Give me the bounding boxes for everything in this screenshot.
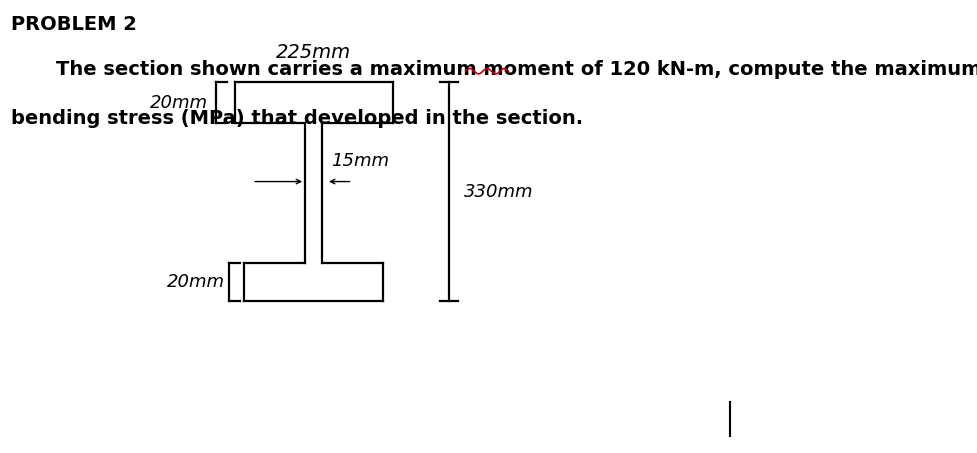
Text: 15mm: 15mm [331, 152, 389, 170]
Text: 20mm: 20mm [150, 94, 208, 112]
Text: 225mm: 225mm [276, 43, 351, 62]
Text: The section shown carries a maximum moment of 120 kN-m, compute the maximum: The section shown carries a maximum mome… [57, 60, 977, 79]
Text: 20mm: 20mm [167, 273, 225, 291]
Text: PROBLEM 2: PROBLEM 2 [11, 15, 137, 34]
Text: 330mm: 330mm [464, 183, 533, 201]
Text: bending stress (MPa) that developed in the section.: bending stress (MPa) that developed in t… [11, 110, 582, 129]
